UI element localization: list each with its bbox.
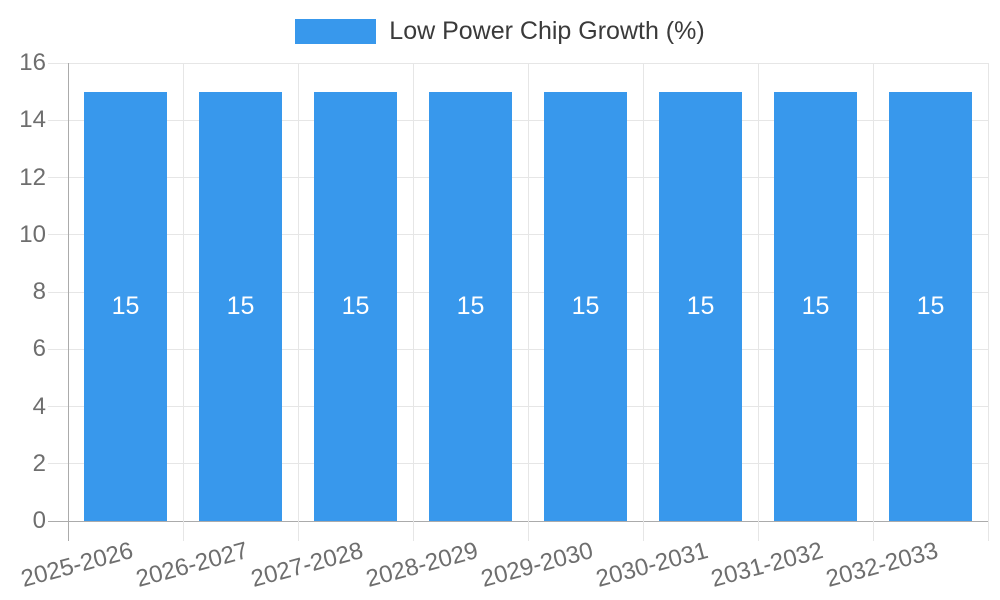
y-tick-label: 14 bbox=[19, 106, 46, 134]
y-tick-label: 0 bbox=[32, 507, 46, 534]
bar[interactable] bbox=[889, 91, 972, 521]
bar[interactable] bbox=[199, 91, 282, 521]
x-gridline bbox=[412, 63, 414, 521]
x-axis-tick bbox=[297, 521, 299, 541]
x-gridline bbox=[757, 63, 759, 521]
y-axis-tick bbox=[48, 62, 68, 64]
bar[interactable] bbox=[84, 91, 167, 521]
y-tick-label: 8 bbox=[32, 278, 46, 305]
bar[interactable] bbox=[659, 91, 742, 521]
x-axis-tick bbox=[527, 521, 529, 541]
x-gridline bbox=[297, 63, 299, 521]
y-axis-tick bbox=[48, 291, 68, 293]
x-axis-tick bbox=[757, 521, 759, 541]
bar[interactable] bbox=[429, 91, 512, 521]
y-tick-label: 16 bbox=[19, 49, 46, 76]
bar[interactable] bbox=[314, 91, 397, 521]
bar-value-label: 15 bbox=[801, 292, 830, 321]
bar-value-label: 15 bbox=[341, 292, 370, 321]
x-gridline bbox=[872, 63, 874, 521]
y-axis-tick bbox=[48, 119, 68, 121]
bar-value-label: 15 bbox=[686, 292, 715, 321]
y-tick-label: 6 bbox=[32, 335, 46, 363]
bar-value-label: 15 bbox=[111, 292, 140, 321]
plot-area: 15 2025-2026 15 2026-2027 15 2027-2028 15 2028-… bbox=[18, 62, 989, 593]
bar[interactable] bbox=[774, 91, 857, 521]
x-gridline bbox=[987, 63, 989, 521]
bar-value-label: 15 bbox=[456, 292, 485, 321]
y-tick-label: 12 bbox=[19, 163, 46, 191]
y-axis-tick bbox=[48, 406, 68, 407]
bar-value-label: 15 bbox=[916, 292, 945, 321]
x-axis-tick bbox=[872, 521, 874, 541]
x-gridline bbox=[182, 63, 184, 521]
chart-legend[interactable]: Low Power Chip Growth (%) bbox=[0, 17, 1000, 45]
y-axis-tick bbox=[48, 177, 68, 178]
y-axis-tick bbox=[48, 463, 68, 465]
legend-swatch-icon bbox=[295, 18, 377, 44]
y-axis-tick bbox=[48, 520, 68, 522]
y-tick-label: 4 bbox=[32, 392, 46, 420]
y-tick-label: 2 bbox=[32, 449, 46, 477]
x-gridline bbox=[642, 63, 644, 521]
bar-value-label: 15 bbox=[226, 292, 255, 321]
x-axis-tick bbox=[67, 521, 69, 541]
bar[interactable] bbox=[544, 91, 627, 521]
x-axis-tick bbox=[412, 521, 414, 541]
x-axis-tick bbox=[987, 521, 989, 541]
x-axis-tick bbox=[182, 521, 184, 541]
x-axis-tick bbox=[642, 521, 644, 541]
y-tick-label: 10 bbox=[19, 220, 46, 248]
bar-value-label: 15 bbox=[571, 292, 600, 321]
y-axis-tick bbox=[48, 234, 68, 236]
y-axis-tick bbox=[48, 348, 68, 350]
x-gridline bbox=[527, 63, 529, 521]
legend-label: Low Power Chip Growth (%) bbox=[389, 17, 705, 45]
x-gridline bbox=[67, 63, 69, 521]
